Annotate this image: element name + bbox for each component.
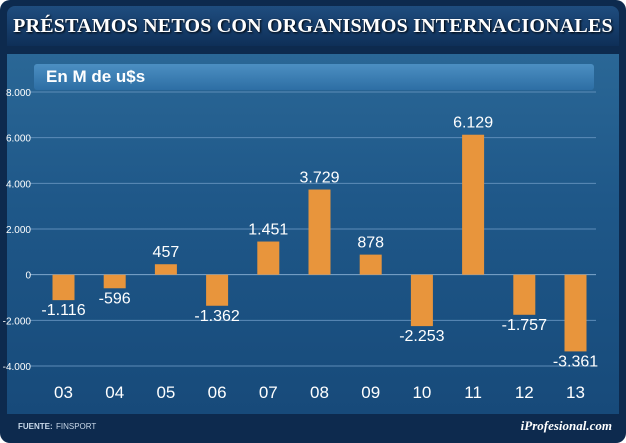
chart-subtitle: En M de u$s (46, 67, 146, 86)
y-tick-label: 8.000 (6, 88, 31, 99)
bar (206, 274, 229, 306)
data-label: -1.362 (194, 308, 239, 325)
x-tick-label: 09 (361, 383, 380, 402)
x-tick-label: 03 (54, 383, 73, 402)
data-label: -596 (99, 290, 131, 307)
data-label: 6.129 (453, 115, 493, 132)
x-tick-label: 10 (412, 383, 431, 402)
source-label: FUENTE: (18, 422, 53, 431)
bar (103, 274, 126, 289)
x-tick-label: 06 (208, 383, 227, 402)
brand-logo-text: iProfesional.com (520, 418, 612, 433)
bar (154, 264, 177, 275)
x-tick-label: 07 (259, 383, 278, 402)
x-tick-label: 08 (310, 383, 329, 402)
bar (564, 274, 587, 352)
bar (52, 274, 75, 301)
x-tick-label: 05 (156, 383, 175, 402)
data-label: 878 (357, 235, 384, 252)
bar (359, 254, 382, 275)
bar (257, 241, 280, 275)
data-label: 457 (153, 244, 180, 261)
data-label: -1.757 (502, 317, 547, 334)
y-tick-label: 0 (25, 271, 31, 282)
data-label: -3.361 (553, 353, 598, 370)
title-bar: PRÉSTAMOS NETOS CON ORGANISMOS INTERNACI… (7, 6, 619, 46)
y-tick-label: 4.000 (6, 179, 31, 190)
x-tick-label: 13 (566, 383, 585, 402)
x-tick-label: 11 (464, 383, 482, 402)
y-tick-label: 6.000 (6, 134, 31, 145)
x-tick-label: 04 (105, 383, 124, 402)
y-tick-label: -2.000 (3, 316, 32, 327)
y-tick-label: -4.000 (3, 362, 32, 373)
bar (513, 274, 536, 315)
source-value: FINSPORT (56, 422, 97, 431)
y-tick-label: 2.000 (6, 225, 31, 236)
data-label: -2.253 (399, 328, 444, 345)
bar (308, 189, 331, 275)
data-label: -1.116 (41, 302, 85, 319)
footer: FUENTE: FINSPORT iProfesional.com (0, 414, 626, 443)
data-label: 1.451 (248, 222, 288, 239)
bar (410, 274, 433, 327)
subtitle-bar: En M de u$s (34, 64, 594, 90)
chart-title: PRÉSTAMOS NETOS CON ORGANISMOS INTERNACI… (13, 15, 613, 37)
x-tick-label: 12 (515, 383, 534, 402)
data-label: 3.729 (299, 170, 339, 187)
bar (462, 134, 485, 275)
